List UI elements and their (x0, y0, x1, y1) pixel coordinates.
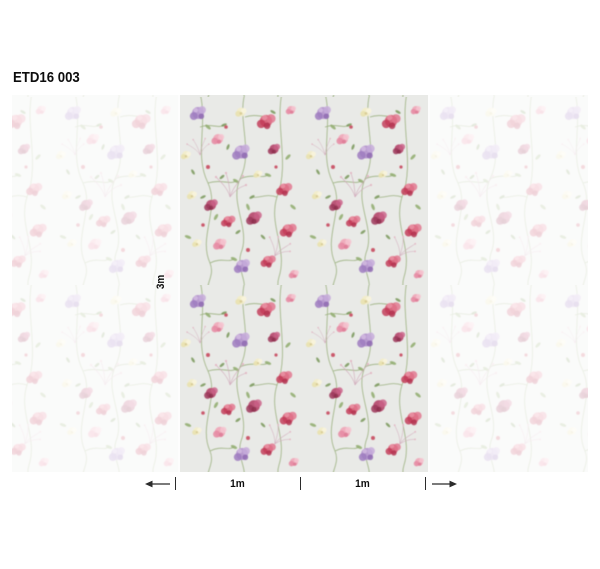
width-ruler: 1m 1m (0, 476, 600, 492)
ruler-tick-end (425, 477, 426, 490)
ruler-tick-middle (300, 477, 301, 490)
segment-1m-label-1: 1m (230, 478, 245, 490)
arrow-left-icon (145, 480, 170, 488)
arrow-right-icon (432, 480, 457, 488)
mural-preview (12, 95, 590, 472)
segment-1m-label-2: 1m (355, 478, 370, 490)
height-dimension-label: 3m (155, 274, 167, 290)
product-code-title: ETD16 003 (13, 69, 80, 86)
ruler-tick-start (175, 477, 176, 490)
left-repeat-fade (12, 95, 180, 472)
right-repeat-fade (428, 95, 590, 472)
